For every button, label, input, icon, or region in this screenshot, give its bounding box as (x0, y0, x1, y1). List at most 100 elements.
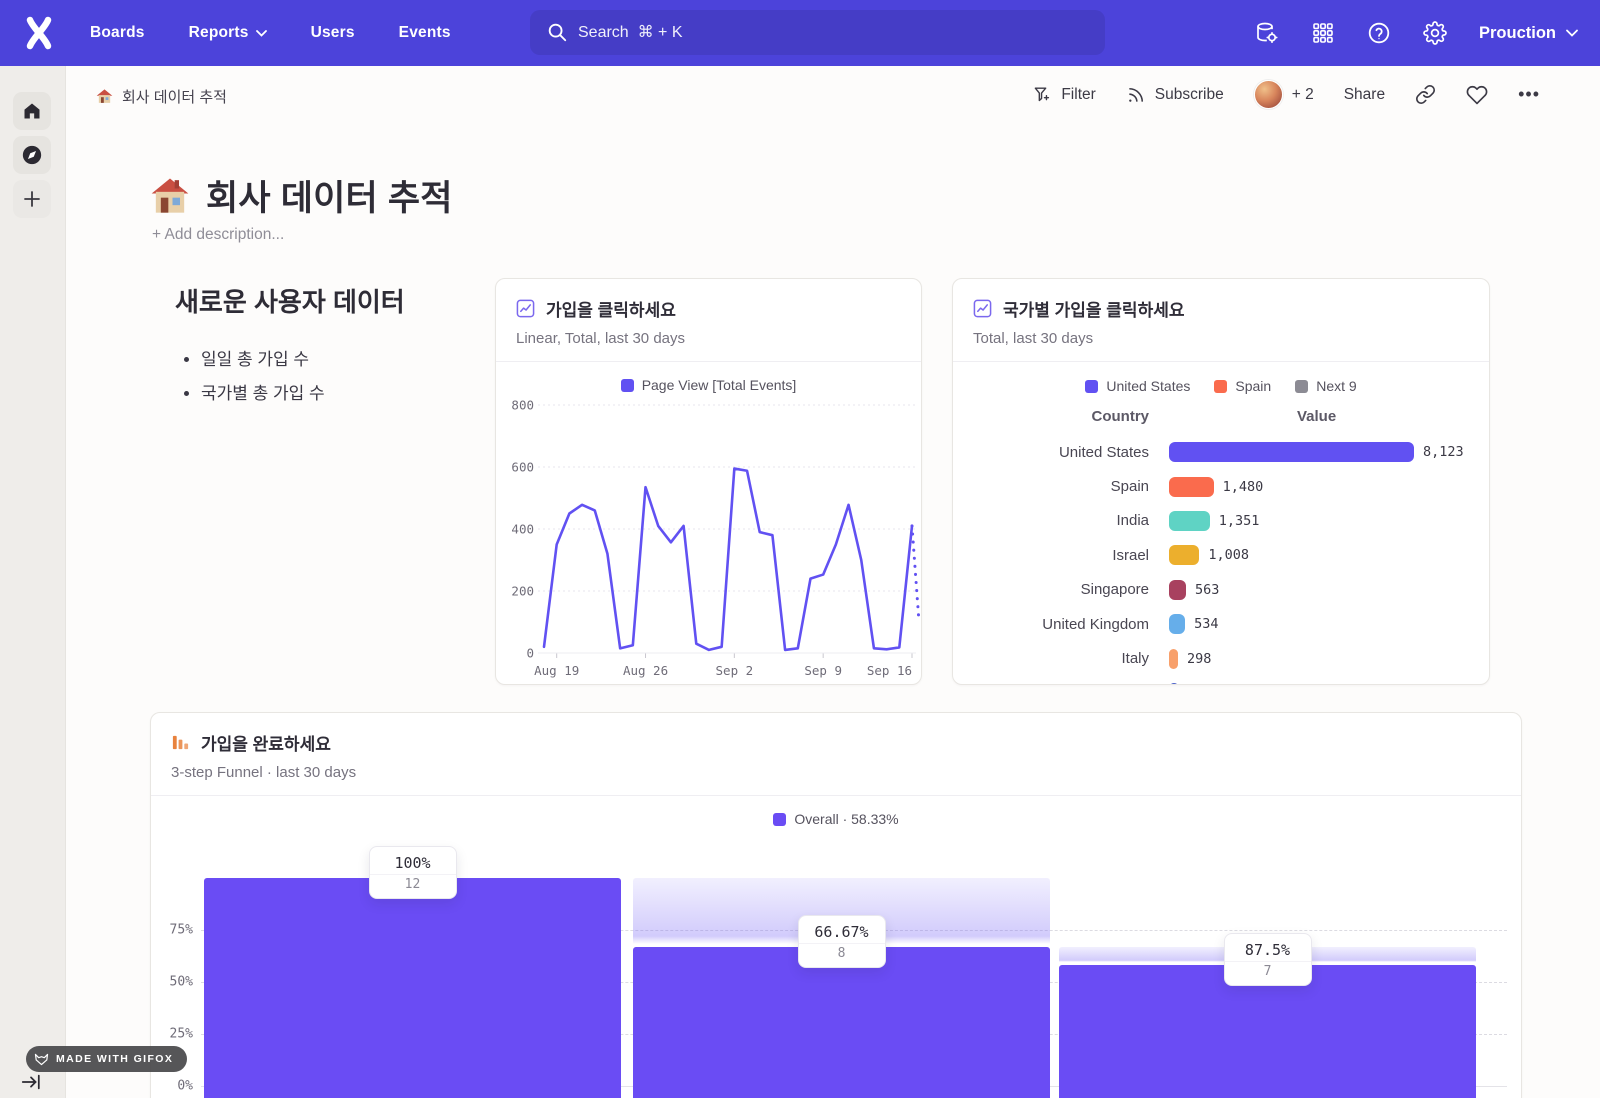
line-series[interactable] (542, 467, 914, 652)
chevron-down-icon (255, 29, 267, 37)
table-row: Singapore 563 (953, 573, 1489, 607)
settings-gear-icon[interactable] (1423, 21, 1447, 45)
legend-item[interactable]: Page View [Total Events] (620, 377, 796, 393)
funnel-bar-step-3[interactable] (1059, 964, 1476, 1098)
house-emoji-icon (96, 89, 113, 103)
house-emoji-icon (151, 178, 189, 213)
toolbar-actions: Filter Subscribe + 2 Share • (1033, 80, 1540, 109)
data-management-icon[interactable] (1255, 21, 1279, 45)
funnel-bar-step-1[interactable] (204, 878, 621, 1098)
expand-sidebar-icon[interactable] (20, 1071, 42, 1093)
nav-item-users[interactable]: Users (311, 24, 355, 42)
line-chart-canvas[interactable]: 0 200 400 600 800 Aug 19 Aug 26 Sep 2 Sep 9 Sep 1… (496, 395, 920, 683)
card-title[interactable]: 가입을 클릭하세요 (546, 301, 676, 320)
country-bar[interactable] (1169, 510, 1210, 531)
funnel-chart-canvas[interactable]: 75% 50% 25% 0% 100% 12 66.67% 8 87.5% 7 (151, 831, 1521, 1098)
legend-item[interactable]: United States (1085, 378, 1190, 394)
country-label: India (1116, 512, 1149, 530)
country-value: 563 (1194, 581, 1220, 598)
legend-item[interactable]: Spain (1214, 378, 1271, 394)
country-bar[interactable] (1169, 614, 1186, 635)
table-headers: Country Value (953, 408, 1489, 425)
project-switcher[interactable]: Prouction (1479, 24, 1578, 43)
global-search (530, 10, 1105, 55)
rss-icon (1128, 87, 1143, 102)
bar-track: 563 (1169, 579, 1489, 600)
country-bar[interactable] (1169, 442, 1414, 463)
divider (151, 795, 1521, 796)
card-header: 가입을 완료하세요 3-step Funnel · last 30 days (151, 713, 1521, 795)
legend-label: United States (1106, 378, 1191, 394)
text-card: 새로운 사용자 데이터 일일 총 가입 수 국가별 총 가입 수 (175, 282, 505, 413)
add-description-button[interactable]: + Add description... (152, 226, 285, 243)
create-new-button[interactable] (13, 180, 51, 218)
filter-button[interactable]: Filter (1033, 85, 1096, 104)
more-options-icon[interactable]: ••• (1518, 84, 1540, 104)
text-card-bullets: 일일 총 가입 수 국가별 총 가입 수 (201, 345, 505, 404)
subscribe-button[interactable]: Subscribe (1126, 85, 1224, 105)
page-title[interactable]: 회사 데이터 추적 (206, 179, 453, 218)
country-bar[interactable] (1169, 545, 1200, 566)
table-row: Canada (953, 676, 1489, 685)
table-row: Israel 1,008 (953, 538, 1489, 572)
country-label: Spain (1110, 478, 1149, 496)
country-label: Canada (953, 684, 1149, 685)
y-axis-label: 600 (511, 460, 534, 475)
y-axis-label: 800 (511, 398, 534, 413)
help-icon[interactable] (1367, 21, 1391, 45)
home-button[interactable] (13, 92, 51, 130)
conversion-percent: 100% (394, 854, 431, 872)
apps-grid-icon[interactable] (1311, 21, 1335, 45)
legend-item[interactable]: Next 9 (1295, 378, 1357, 394)
bar-track: 8,123 (1169, 442, 1489, 463)
collaborators[interactable]: + 2 (1253, 80, 1314, 109)
filter-icon (1035, 87, 1050, 102)
country-label: Israel (1112, 546, 1149, 564)
chevron-down-icon (1566, 29, 1578, 37)
conversion-percent: 87.5% (1244, 940, 1291, 959)
country-label: United States (1058, 443, 1149, 461)
collaborators-more-count: + 2 (1291, 85, 1314, 103)
nav-item-boards[interactable]: Boards (90, 24, 145, 42)
legend-item[interactable]: Overall · 58.33% (773, 811, 899, 827)
breadcrumb-label: 회사 데이터 추적 (122, 89, 227, 106)
bar-rows: United States 8,123 Spain 1,480 India 1,351 Is… (953, 435, 1489, 685)
search-input[interactable] (530, 10, 1105, 55)
funnel-bar-step-2[interactable] (633, 947, 1050, 1098)
card-subtitle: Linear, Total, last 30 days (516, 330, 685, 347)
country-bar-table: United States Spain Next 9 Country Value… (953, 362, 1489, 685)
copy-link-icon[interactable] (1415, 84, 1436, 105)
legend-label: Next 9 (1316, 378, 1357, 394)
card-title[interactable]: 국가별 가입을 클릭하세요 (1003, 301, 1185, 320)
chart-legend: Page View [Total Events] (496, 362, 921, 393)
country-value: 1,008 (1208, 547, 1250, 564)
nav-item-label: Events (398, 24, 451, 41)
table-row: United States 8,123 (953, 435, 1489, 469)
nav-item-label: Users (310, 24, 355, 41)
nav-item-reports[interactable]: Reports (189, 24, 267, 42)
y-axis-label: 400 (511, 522, 534, 537)
bar-track: 1,480 (1169, 476, 1489, 497)
mixpanel-logo-icon[interactable] (20, 15, 58, 51)
card-subtitle: 3-step Funnel · last 30 days (171, 764, 357, 781)
country-bar[interactable] (1169, 682, 1179, 684)
discover-button[interactable] (13, 136, 51, 174)
country-bar[interactable] (1169, 579, 1186, 600)
share-button[interactable]: Share (1344, 86, 1385, 104)
legend-swatch (1214, 379, 1228, 393)
legend-swatch (620, 378, 634, 392)
top-nav: Boards Reports Users Events (0, 0, 1600, 66)
bar-track: 298 (1169, 648, 1489, 669)
favorite-heart-icon[interactable] (1466, 84, 1488, 106)
card-title[interactable]: 가입을 완료하세요 (201, 735, 331, 754)
breadcrumb[interactable]: 회사 데이터 추적 (96, 86, 227, 107)
country-bar[interactable] (1169, 476, 1214, 497)
country-value: 1,480 (1222, 478, 1264, 495)
legend-swatch (1295, 379, 1309, 393)
share-label: Share (1343, 85, 1386, 103)
country-label: Italy (1121, 650, 1149, 668)
nav-item-events[interactable]: Events (399, 24, 451, 42)
country-bar[interactable] (1169, 648, 1178, 669)
bar-track: 1,351 (1169, 510, 1489, 531)
legend-swatch (1085, 379, 1099, 393)
